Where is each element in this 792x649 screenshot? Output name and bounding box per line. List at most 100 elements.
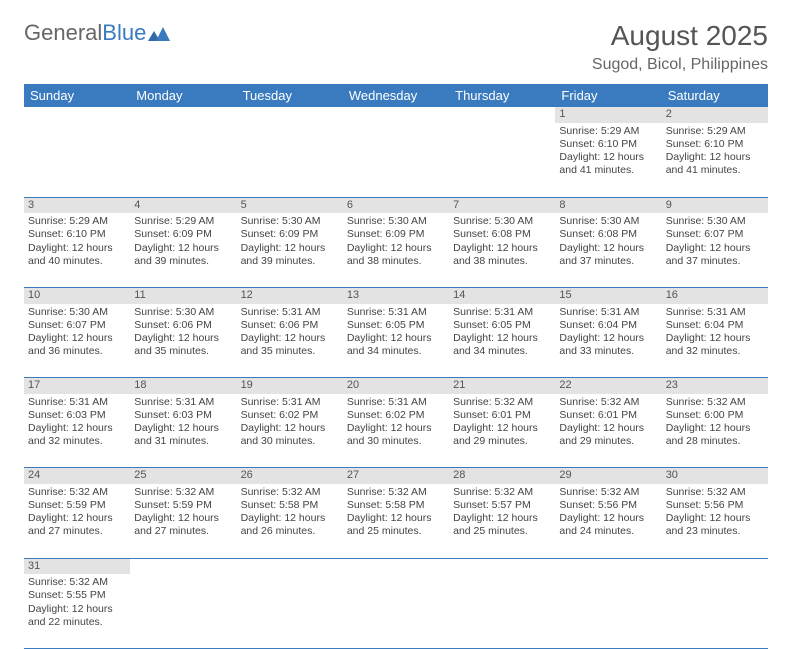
daylight-text: Daylight: 12 hours and 23 minutes. [666,512,764,538]
day-detail-cell: Sunrise: 5:31 AMSunset: 6:02 PMDaylight:… [343,394,449,468]
sunset-text: Sunset: 6:05 PM [347,319,445,332]
sunrise-text: Sunrise: 5:32 AM [559,396,657,409]
day-number-cell: 7 [449,197,555,213]
sunrise-text: Sunrise: 5:32 AM [241,486,339,499]
day-detail-cell: Sunrise: 5:32 AMSunset: 5:55 PMDaylight:… [24,574,130,648]
calendar-body: 12Sunrise: 5:29 AMSunset: 6:10 PMDayligh… [24,107,768,648]
day-detail-cell: Sunrise: 5:29 AMSunset: 6:10 PMDaylight:… [24,213,130,287]
sunrise-text: Sunrise: 5:32 AM [559,486,657,499]
day-detail-cell: Sunrise: 5:29 AMSunset: 6:10 PMDaylight:… [555,123,661,197]
sunset-text: Sunset: 6:03 PM [134,409,232,422]
sunset-text: Sunset: 5:59 PM [28,499,126,512]
sunset-text: Sunset: 6:01 PM [453,409,551,422]
day-number-cell: 10 [24,287,130,303]
daylight-text: Daylight: 12 hours and 39 minutes. [241,242,339,268]
sunrise-text: Sunrise: 5:31 AM [347,306,445,319]
day-detail-cell: Sunrise: 5:30 AMSunset: 6:06 PMDaylight:… [130,304,236,378]
day-detail-cell: Sunrise: 5:32 AMSunset: 5:56 PMDaylight:… [555,484,661,558]
day-header-row: Sunday Monday Tuesday Wednesday Thursday… [24,84,768,107]
sunrise-text: Sunrise: 5:30 AM [241,215,339,228]
day-detail-cell [130,574,236,648]
sunset-text: Sunset: 6:02 PM [347,409,445,422]
sunset-text: Sunset: 6:09 PM [241,228,339,241]
month-title: August 2025 [592,20,768,52]
daylight-text: Daylight: 12 hours and 28 minutes. [666,422,764,448]
day-detail-row: Sunrise: 5:29 AMSunset: 6:10 PMDaylight:… [24,123,768,197]
logo-text-1: General [24,20,102,46]
day-number-cell: 30 [662,468,768,484]
sunrise-text: Sunrise: 5:30 AM [666,215,764,228]
day-number-row: 3456789 [24,197,768,213]
daylight-text: Daylight: 12 hours and 33 minutes. [559,332,657,358]
daylight-text: Daylight: 12 hours and 30 minutes. [347,422,445,448]
daylight-text: Daylight: 12 hours and 22 minutes. [28,603,126,629]
day-header: Monday [130,84,236,107]
daylight-text: Daylight: 12 hours and 25 minutes. [347,512,445,538]
day-number-cell: 23 [662,378,768,394]
daylight-text: Daylight: 12 hours and 34 minutes. [347,332,445,358]
day-number-cell: 28 [449,468,555,484]
daylight-text: Daylight: 12 hours and 24 minutes. [559,512,657,538]
day-number-row: 24252627282930 [24,468,768,484]
day-detail-cell [24,123,130,197]
day-number-cell: 26 [237,468,343,484]
day-detail-cell [449,574,555,648]
day-number-cell [130,558,236,574]
sunset-text: Sunset: 6:08 PM [559,228,657,241]
day-number-cell: 14 [449,287,555,303]
daylight-text: Daylight: 12 hours and 38 minutes. [347,242,445,268]
sunrise-text: Sunrise: 5:31 AM [241,396,339,409]
sunset-text: Sunset: 5:58 PM [241,499,339,512]
day-number-cell: 9 [662,197,768,213]
day-detail-cell: Sunrise: 5:30 AMSunset: 6:08 PMDaylight:… [449,213,555,287]
day-detail-cell: Sunrise: 5:32 AMSunset: 5:57 PMDaylight:… [449,484,555,558]
day-number-cell: 31 [24,558,130,574]
day-detail-cell [237,574,343,648]
sunrise-text: Sunrise: 5:31 AM [134,396,232,409]
logo: GeneralBlue [24,20,170,46]
day-number-row: 31 [24,558,768,574]
daylight-text: Daylight: 12 hours and 27 minutes. [134,512,232,538]
daylight-text: Daylight: 12 hours and 29 minutes. [559,422,657,448]
day-detail-row: Sunrise: 5:32 AMSunset: 5:59 PMDaylight:… [24,484,768,558]
sunrise-text: Sunrise: 5:31 AM [28,396,126,409]
sunset-text: Sunset: 6:06 PM [134,319,232,332]
sunrise-text: Sunrise: 5:30 AM [453,215,551,228]
sunrise-text: Sunrise: 5:30 AM [28,306,126,319]
sunrise-text: Sunrise: 5:31 AM [241,306,339,319]
day-number-cell [449,558,555,574]
day-detail-cell [343,574,449,648]
daylight-text: Daylight: 12 hours and 36 minutes. [28,332,126,358]
daylight-text: Daylight: 12 hours and 32 minutes. [28,422,126,448]
location-subtitle: Sugod, Bicol, Philippines [592,56,768,74]
day-number-cell: 25 [130,468,236,484]
day-detail-cell: Sunrise: 5:32 AMSunset: 5:59 PMDaylight:… [130,484,236,558]
sunrise-text: Sunrise: 5:32 AM [453,396,551,409]
sunrise-text: Sunrise: 5:32 AM [28,486,126,499]
sunset-text: Sunset: 6:10 PM [559,138,657,151]
day-number-cell: 8 [555,197,661,213]
sunrise-text: Sunrise: 5:31 AM [666,306,764,319]
sunset-text: Sunset: 6:09 PM [347,228,445,241]
day-header: Wednesday [343,84,449,107]
sunrise-text: Sunrise: 5:31 AM [347,396,445,409]
calendar-table: Sunday Monday Tuesday Wednesday Thursday… [24,84,768,649]
day-number-cell [449,107,555,123]
daylight-text: Daylight: 12 hours and 37 minutes. [559,242,657,268]
sunset-text: Sunset: 6:06 PM [241,319,339,332]
sunrise-text: Sunrise: 5:32 AM [666,396,764,409]
day-detail-cell: Sunrise: 5:31 AMSunset: 6:04 PMDaylight:… [555,304,661,378]
day-header: Tuesday [237,84,343,107]
day-detail-row: Sunrise: 5:30 AMSunset: 6:07 PMDaylight:… [24,304,768,378]
daylight-text: Daylight: 12 hours and 35 minutes. [241,332,339,358]
day-number-cell: 22 [555,378,661,394]
day-number-cell: 5 [237,197,343,213]
day-number-cell [662,558,768,574]
sunset-text: Sunset: 5:59 PM [134,499,232,512]
sunset-text: Sunset: 6:08 PM [453,228,551,241]
sunset-text: Sunset: 6:03 PM [28,409,126,422]
sunrise-text: Sunrise: 5:30 AM [347,215,445,228]
day-number-cell [24,107,130,123]
daylight-text: Daylight: 12 hours and 41 minutes. [666,151,764,177]
day-number-cell [237,558,343,574]
